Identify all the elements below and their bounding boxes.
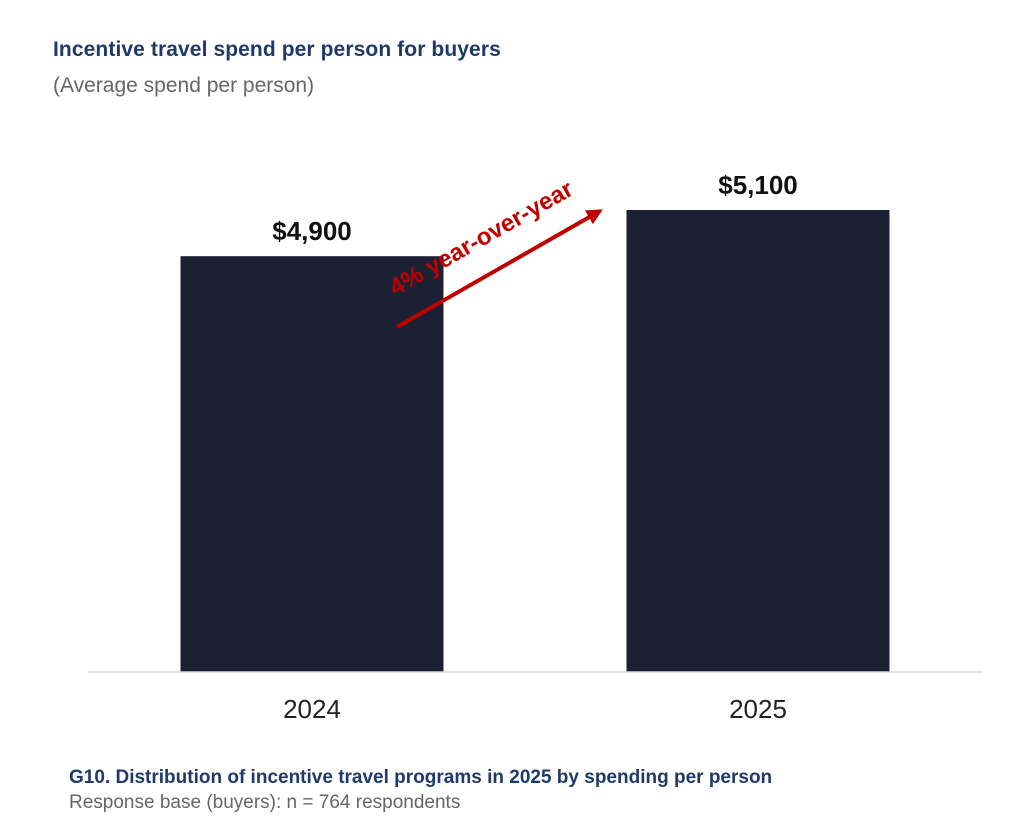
footnote-title: G10. Distribution of incentive travel pr… [69, 767, 773, 788]
bar-2025 [626, 210, 890, 672]
x-tick-label-2025: 2025 [729, 694, 787, 724]
footnote-base: Response base (buyers): n = 764 responde… [69, 792, 461, 813]
bar-2024 [180, 256, 444, 672]
chart-subtitle: (Average spend per person) [53, 74, 315, 97]
data-label-2025: $5,100 [718, 170, 798, 200]
growth-arrow [396, 209, 603, 329]
data-label-2024: $4,900 [272, 216, 352, 246]
chart-title: Incentive travel spend per person for bu… [53, 38, 501, 61]
labels-layer: $4,900 2024 $5,100 2025 [272, 170, 798, 724]
bars-layer [180, 210, 890, 672]
x-tick-label-2024: 2024 [283, 694, 341, 724]
